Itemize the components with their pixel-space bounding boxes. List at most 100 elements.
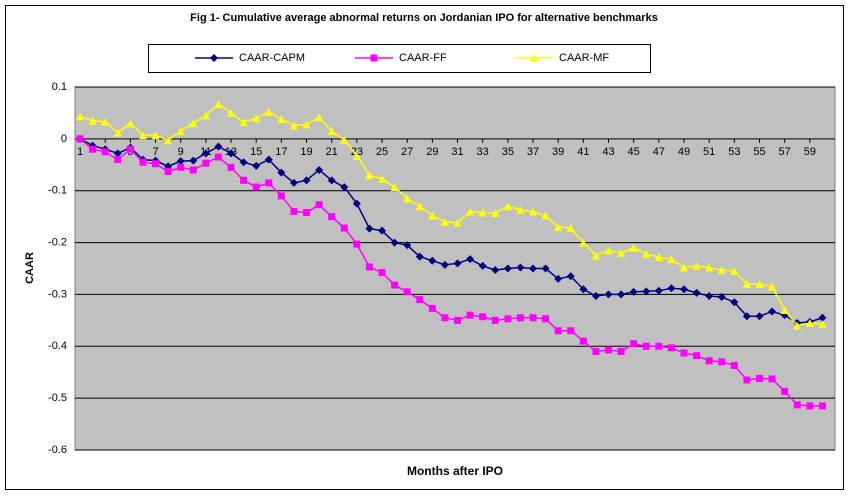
data-point — [315, 113, 324, 122]
data-point — [152, 160, 160, 168]
data-point — [151, 131, 160, 140]
data-point — [441, 314, 449, 322]
data-point — [705, 263, 714, 272]
data-point — [680, 285, 689, 294]
data-point — [264, 107, 273, 116]
y-tick-label: -0.3 — [48, 288, 67, 300]
data-point — [302, 120, 311, 129]
x-tick-label: 27 — [401, 146, 413, 158]
x-tick-label: 15 — [250, 146, 262, 158]
y-tick-label: -0.4 — [48, 340, 67, 352]
data-point — [503, 202, 512, 211]
data-point — [755, 280, 764, 289]
data-point — [353, 240, 361, 248]
data-point — [805, 318, 814, 327]
data-point — [428, 256, 437, 265]
data-point — [378, 269, 386, 277]
data-point — [693, 352, 701, 360]
x-tick-label: 39 — [552, 146, 564, 158]
data-point — [315, 201, 323, 209]
data-point — [529, 207, 538, 216]
data-point — [479, 313, 487, 321]
data-point — [365, 263, 373, 271]
data-point — [303, 208, 311, 216]
data-point — [176, 157, 185, 166]
y-axis-label: CAAR — [24, 252, 36, 284]
x-tick-label: 49 — [678, 146, 690, 158]
data-point — [214, 142, 223, 151]
data-point — [327, 176, 336, 185]
data-point — [227, 108, 236, 117]
data-point — [654, 253, 663, 262]
data-point — [265, 179, 273, 187]
legend-marker — [370, 54, 378, 62]
data-point — [101, 148, 109, 156]
data-point — [579, 285, 588, 294]
data-point — [340, 224, 348, 232]
data-point — [315, 165, 324, 174]
x-tick-label: 59 — [804, 146, 816, 158]
data-point — [692, 288, 701, 297]
data-point — [202, 159, 210, 167]
data-point — [591, 251, 600, 260]
data-point — [391, 281, 399, 289]
x-tick-label: 41 — [577, 146, 589, 158]
data-point — [667, 255, 676, 264]
chart-title: Fig 1- Cumulative average abnormal retur… — [190, 12, 658, 24]
data-point — [579, 337, 587, 345]
legend-label: CAAR-CAPM — [239, 52, 305, 64]
data-point — [113, 149, 122, 158]
x-tick-label: 53 — [728, 146, 740, 158]
data-point — [768, 375, 776, 383]
data-point — [781, 387, 789, 395]
data-point — [428, 304, 436, 312]
data-point — [806, 402, 814, 410]
data-point — [730, 267, 739, 276]
data-point — [176, 127, 185, 136]
data-point — [591, 291, 600, 300]
legend-marker — [530, 54, 538, 62]
data-point — [755, 312, 764, 321]
data-point — [252, 114, 261, 123]
data-point — [742, 280, 751, 289]
data-point — [504, 315, 512, 323]
data-point — [177, 163, 185, 171]
data-point — [189, 166, 197, 174]
data-point — [466, 311, 474, 319]
data-point — [378, 226, 387, 235]
data-point — [290, 207, 298, 215]
data-point — [428, 211, 437, 220]
data-point — [164, 136, 173, 145]
data-point — [566, 224, 575, 233]
data-point — [113, 128, 122, 137]
data-point — [201, 149, 210, 158]
data-point — [630, 340, 638, 348]
data-point — [89, 145, 97, 153]
data-point — [227, 163, 235, 171]
data-point — [604, 290, 613, 299]
data-point — [692, 261, 701, 270]
data-point — [478, 261, 487, 270]
data-point — [352, 199, 361, 208]
data-point — [76, 135, 84, 143]
data-point — [567, 327, 575, 335]
data-point — [730, 361, 738, 369]
data-point — [189, 156, 198, 165]
data-point — [491, 316, 499, 324]
data-point — [328, 213, 336, 221]
data-point — [818, 313, 827, 322]
data-point — [605, 346, 613, 354]
x-tick-label: 7 — [152, 146, 158, 158]
data-point — [617, 248, 626, 257]
data-point — [289, 178, 298, 187]
data-point — [138, 131, 147, 140]
x-tick-label: 19 — [300, 146, 312, 158]
x-tick-label: 17 — [275, 146, 287, 158]
data-point — [529, 264, 538, 273]
x-tick-label: 29 — [426, 146, 438, 158]
data-point — [378, 174, 387, 183]
x-tick-label: 45 — [628, 146, 640, 158]
data-point — [730, 298, 739, 307]
data-point — [277, 168, 286, 177]
data-point — [365, 224, 374, 233]
